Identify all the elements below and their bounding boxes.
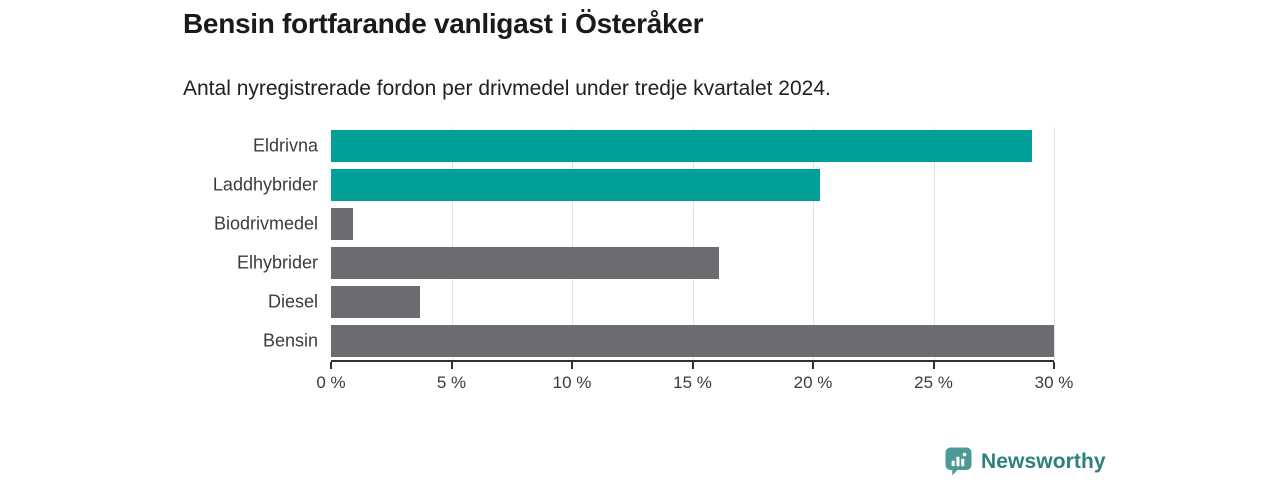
x-tick-15 (691, 362, 694, 369)
y-label-diesel: Diesel (267, 291, 318, 312)
bar-chart-plot-area (331, 127, 1055, 360)
gridline-10 (572, 127, 573, 360)
y-label-elhybrider: Elhybrider (236, 252, 318, 273)
gridline-5 (451, 127, 453, 360)
bar-eldrivna (331, 130, 1033, 163)
x-tick-label-0: 0 % (316, 373, 346, 392)
x-tick-0 (330, 362, 332, 369)
x-axis-line (331, 360, 1054, 362)
bar-elhybrider (331, 246, 719, 279)
gridline-15 (692, 127, 694, 360)
x-tick-label-5: 5 % (436, 373, 467, 392)
newsworthy-icon (945, 447, 972, 476)
y-label-biodrivmedel: Biodrivmedel (213, 213, 318, 234)
x-tick-5 (450, 362, 453, 369)
x-tick-label-10: 10 % (552, 373, 592, 392)
bar-diesel (331, 285, 421, 318)
bar-biodrivmedel (331, 208, 353, 241)
gridline-20 (813, 127, 814, 360)
newsworthy-logo: Newsworthy (944, 446, 1106, 477)
y-label-bensin: Bensin (262, 330, 318, 351)
bar-bensin (331, 324, 1054, 357)
x-tick-label-20: 20 % (793, 373, 833, 392)
x-tick-label-15: 15 % (673, 373, 712, 392)
chart-title: Bensin fortfarande vanligast i Österåker (183, 8, 704, 39)
x-tick-10 (571, 362, 573, 369)
y-label-laddhybrider: Laddhybrider (212, 174, 318, 195)
x-tick-25 (932, 362, 935, 369)
y-axis-labels: Eldrivna Laddhybrider Biodrivmedel Elhybrid… (0, 127, 318, 360)
bar-laddhybrider (331, 169, 821, 202)
y-label-eldrivna: Eldrivna (252, 135, 318, 156)
gridline-25 (933, 127, 935, 360)
x-tick-label-25: 25 % (914, 373, 953, 392)
gridline-30 (1054, 127, 1055, 360)
chart-subtitle: Antal nyregistrerade fordon per drivmede… (183, 77, 831, 100)
x-tick-20 (812, 362, 814, 369)
x-axis: 0 % 5 % 10 % 15 % 20 % 25 % 30 % (316, 360, 1073, 400)
newsworthy-wordmark: Newsworthy (981, 449, 1106, 473)
x-tick-30 (1053, 362, 1055, 369)
x-tick-label-30: 30 % (1034, 373, 1074, 392)
